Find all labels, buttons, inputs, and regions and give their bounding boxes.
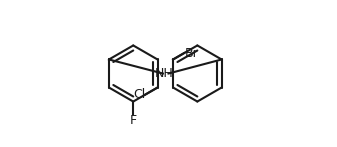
Text: NH: NH — [155, 67, 174, 80]
Text: Cl: Cl — [133, 88, 145, 101]
Text: Br: Br — [185, 47, 199, 60]
Text: F: F — [130, 114, 137, 127]
